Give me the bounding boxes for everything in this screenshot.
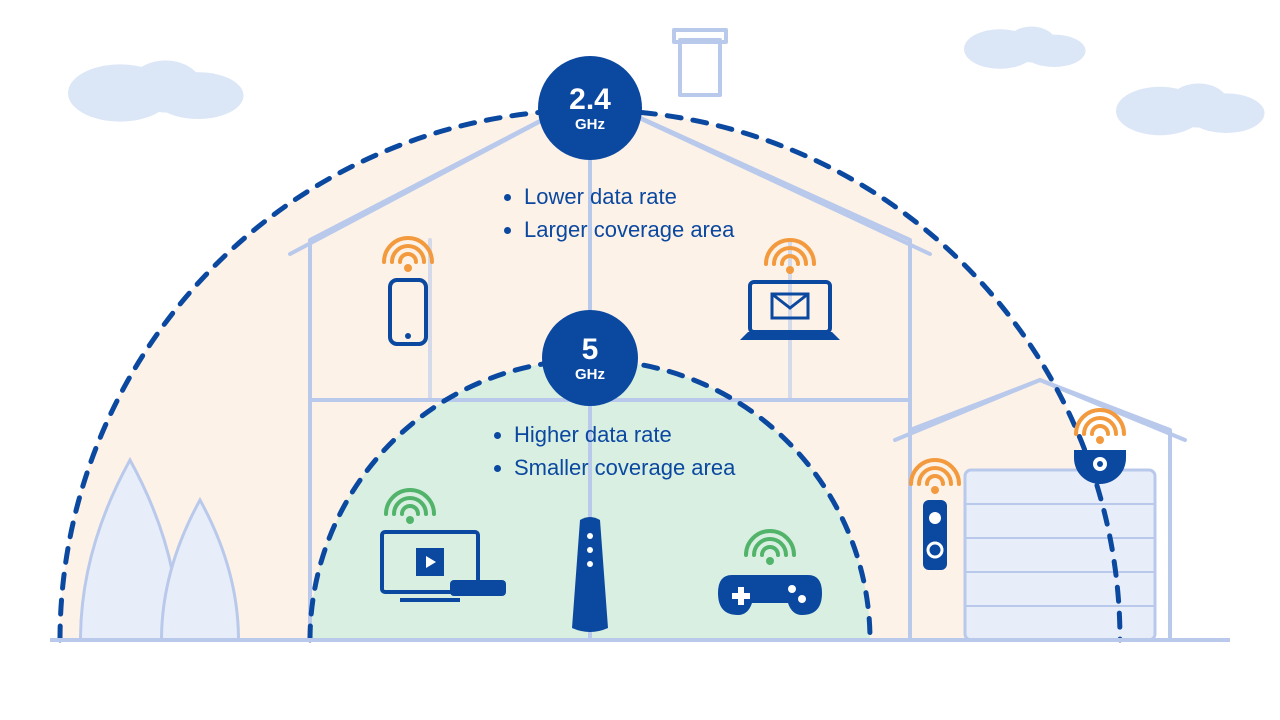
- bullet-item: Smaller coverage area: [514, 451, 735, 484]
- bullet-item: Higher data rate: [514, 418, 735, 451]
- bullets-5ghz: Higher data rateSmaller coverage area: [490, 418, 735, 484]
- badge-2-4ghz-unit: GHz: [575, 117, 605, 132]
- badge-5ghz-unit: GHz: [575, 367, 605, 382]
- badge-5ghz-freq: 5: [582, 335, 599, 365]
- bullet-item: Lower data rate: [524, 180, 734, 213]
- badge-2-4ghz: 2.4 GHz: [538, 56, 642, 160]
- bullet-item: Larger coverage area: [524, 213, 734, 246]
- bullets-2-4ghz: Lower data rateLarger coverage area: [500, 180, 734, 246]
- badge-2-4ghz-freq: 2.4: [569, 85, 611, 115]
- badge-5ghz: 5 GHz: [542, 310, 638, 406]
